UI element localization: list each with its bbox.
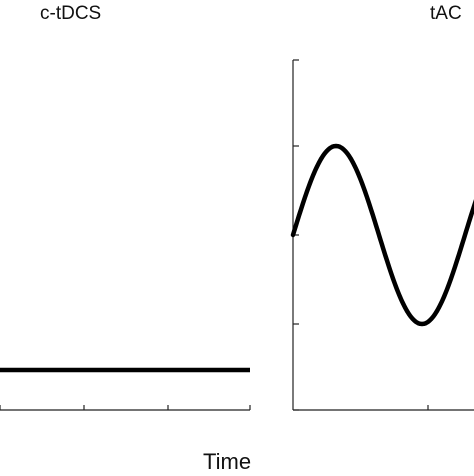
chart-title-tac: tAC: [430, 3, 462, 24]
tac-series-line: [290, 143, 474, 327]
x-axis-label-time: Time: [203, 449, 252, 474]
ctdcs-panel: [0, 367, 251, 411]
chart-title-ctdcs: c-tDCS: [40, 3, 102, 24]
tac-panel: [290, 59, 474, 411]
